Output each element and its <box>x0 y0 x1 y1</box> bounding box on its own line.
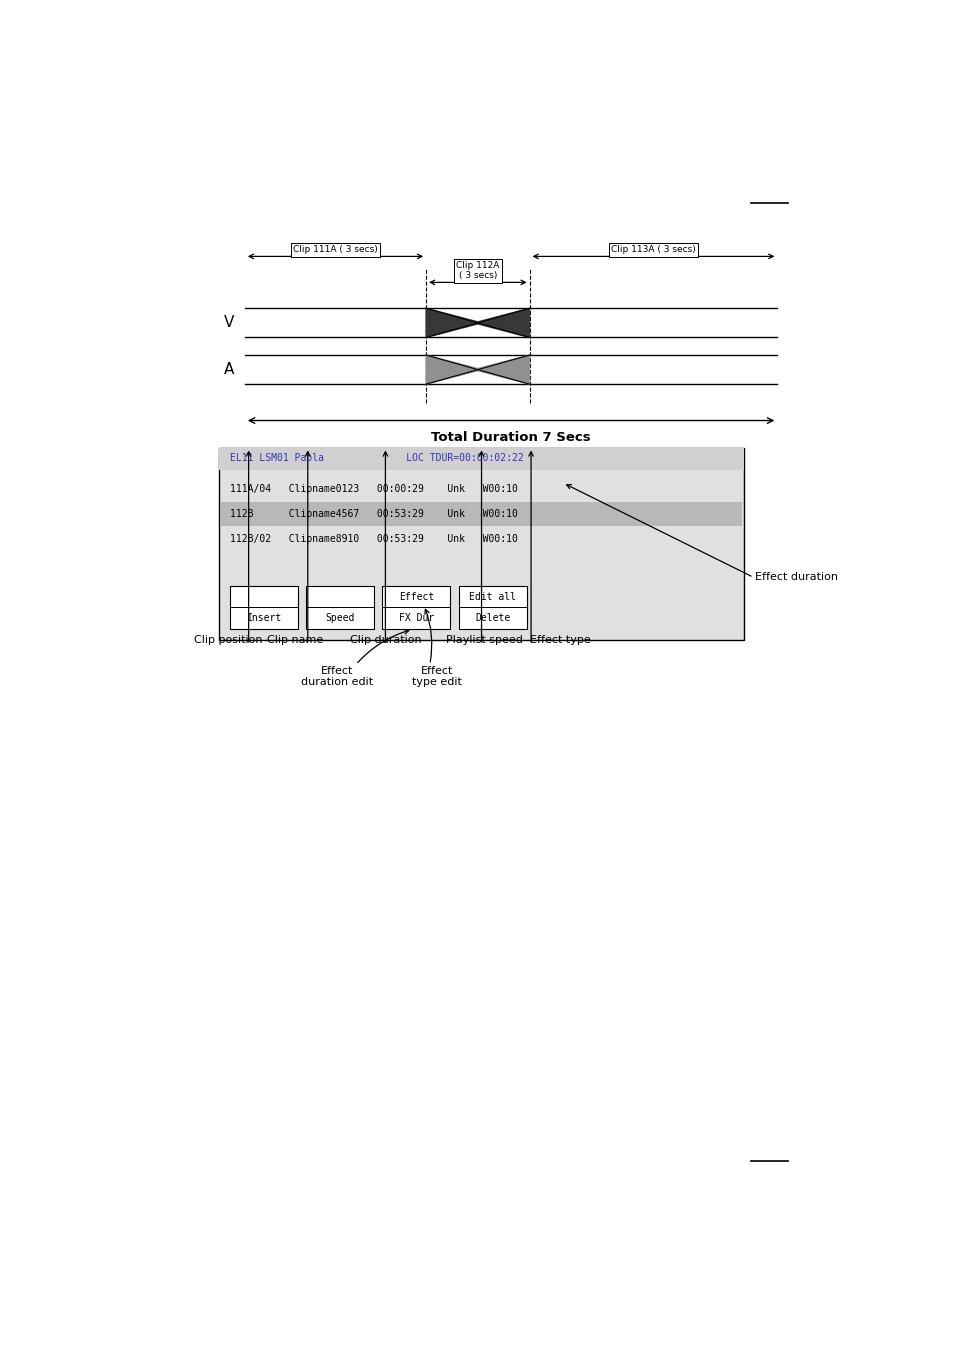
Text: Effect
duration edit: Effect duration edit <box>301 665 373 687</box>
Text: A: A <box>223 362 233 378</box>
Text: EL11 LSM01 Paola              LOC TDUR=00:00:02:22: EL11 LSM01 Paola LOC TDUR=00:00:02:22 <box>230 453 523 463</box>
Text: Clip 111A ( 3 secs): Clip 111A ( 3 secs) <box>293 246 377 255</box>
Text: FX Dur: FX Dur <box>398 614 434 623</box>
FancyBboxPatch shape <box>306 585 374 629</box>
Text: Clip duration: Clip duration <box>349 635 421 645</box>
Text: Delete: Delete <box>475 614 510 623</box>
Polygon shape <box>426 355 529 384</box>
Text: 111A/04   Clipname0123   00:00:29    Unk   W00:10: 111A/04 Clipname0123 00:00:29 Unk W00:10 <box>230 484 517 494</box>
Text: Edit all: Edit all <box>469 592 516 602</box>
Text: Speed: Speed <box>325 614 355 623</box>
Text: Playlist speed: Playlist speed <box>446 635 522 645</box>
FancyBboxPatch shape <box>221 502 741 526</box>
Text: Effect
type edit: Effect type edit <box>412 665 461 687</box>
Text: Clip position: Clip position <box>194 635 263 645</box>
Text: Effect: Effect <box>398 592 434 602</box>
Text: Effect type: Effect type <box>529 635 590 645</box>
Polygon shape <box>426 309 529 337</box>
FancyBboxPatch shape <box>219 448 743 639</box>
Text: Effect duration: Effect duration <box>755 572 838 583</box>
FancyBboxPatch shape <box>382 585 450 629</box>
FancyBboxPatch shape <box>458 585 526 629</box>
Text: V: V <box>223 316 233 331</box>
Text: Clip 112A
( 3 secs): Clip 112A ( 3 secs) <box>456 260 499 281</box>
FancyBboxPatch shape <box>230 585 298 629</box>
Text: 112B      Clipname4567   00:53:29    Unk   W00:10: 112B Clipname4567 00:53:29 Unk W00:10 <box>230 509 517 519</box>
Text: Clip name: Clip name <box>267 635 323 645</box>
Text: Insert: Insert <box>246 614 281 623</box>
Text: Total Duration 7 Secs: Total Duration 7 Secs <box>431 430 590 444</box>
Text: 112B/02   Clipname8910   00:53:29    Unk   W00:10: 112B/02 Clipname8910 00:53:29 Unk W00:10 <box>230 534 517 544</box>
Text: Clip 113A ( 3 secs): Clip 113A ( 3 secs) <box>611 246 695 255</box>
FancyBboxPatch shape <box>219 448 743 471</box>
